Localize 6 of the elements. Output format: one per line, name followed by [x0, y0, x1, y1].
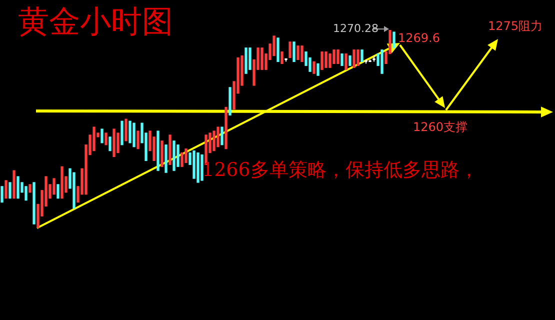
- text: 1269.6: [398, 31, 440, 45]
- text: 1260支撑: [413, 119, 468, 136]
- chart-title: 黄金小时图: [18, 3, 173, 42]
- annotation: 1266多单策略，保持低多思路，: [202, 158, 478, 183]
- annotation: 1270.28: [333, 22, 378, 35]
- text: 1275阻力: [488, 18, 543, 35]
